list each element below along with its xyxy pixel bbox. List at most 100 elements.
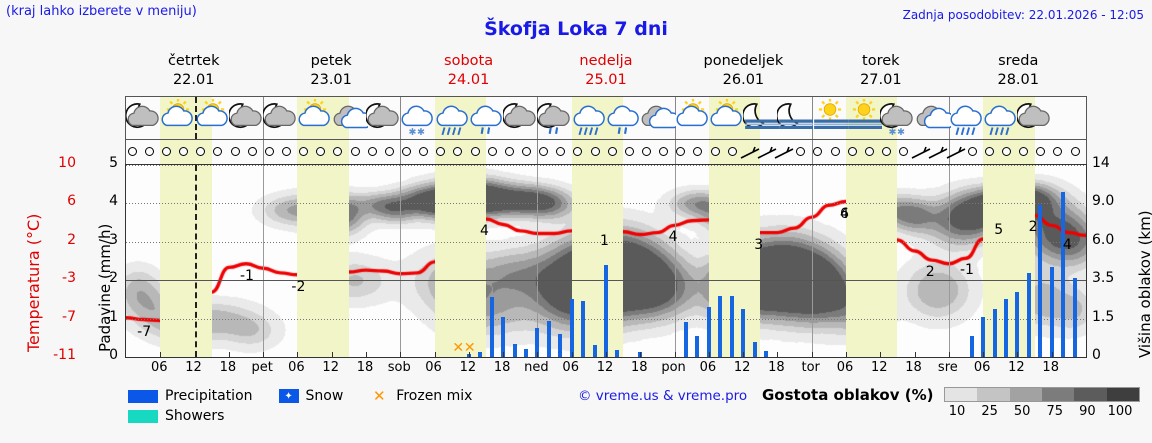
cloud-icon [332, 99, 368, 139]
x-tick-label: 12 [596, 360, 614, 375]
wind-calm-dot-icon [522, 147, 531, 156]
forecast-plot[interactable]: ✕ ✕ -7 -1 -2 4 1 4 3 4 2 6 -1 5 2 4 [125, 164, 1087, 358]
sun-cloud-icon [160, 99, 196, 139]
day-header-ponedeljek: ponedeljek 26.01 [675, 52, 812, 94]
day-date: 22.01 [172, 72, 215, 88]
day-header-sobota: sobota 24.01 [400, 52, 537, 94]
wind-barb-icon [946, 145, 966, 159]
precipitation-bar [524, 349, 528, 357]
x-axis-tick [297, 352, 299, 357]
legend-item-snow: ✦ Snow [278, 388, 343, 404]
moon-fog-icon [743, 99, 780, 139]
cloud-icon [640, 99, 677, 139]
cloud-density-colorbar [944, 387, 1140, 402]
wind-calm-dot-icon [196, 147, 206, 156]
axis-tick-label: 10 [58, 155, 76, 171]
colorbar-segment [1009, 388, 1042, 401]
day-name: petek [310, 53, 352, 69]
daylight-band [160, 165, 212, 357]
precipitation-bar [741, 309, 746, 357]
daylight-band [708, 165, 761, 357]
daylight-band [571, 165, 624, 357]
credit-link[interactable]: © vreme.us & vreme.pro [578, 388, 748, 404]
moon-cloud-drizzle-icon [537, 99, 573, 139]
wind-band [125, 140, 1087, 164]
sun-cloud-icon [195, 99, 231, 139]
wind-calm-dot-icon [796, 147, 806, 156]
day-gridline [948, 165, 950, 357]
moon-fog-icon [777, 99, 814, 139]
temperature-point-label: -2 [291, 278, 306, 295]
precipitation-bar [718, 295, 723, 357]
wind-calm-dot-icon [247, 147, 257, 156]
precipitation-bar [489, 297, 494, 357]
x-axis-tick [400, 352, 402, 357]
cloud-density-title: Gostota oblakov (%) [762, 386, 934, 404]
legend-label-showers: Showers [165, 408, 225, 424]
day-header-petek: petek 23.01 [262, 52, 399, 94]
wind-calm-dot-icon [813, 147, 823, 156]
day-separator [400, 140, 402, 164]
wind-barb-icon [911, 145, 931, 159]
x-axis-tick [914, 352, 916, 357]
x-tick-label: 12 [1008, 360, 1025, 375]
x-axis-tick [948, 352, 950, 357]
day-name: sreda [998, 53, 1039, 69]
wind-calm-dot-icon [967, 147, 977, 156]
wind-calm-dot-icon [144, 147, 154, 156]
precipitation-bar [695, 335, 700, 357]
x-tick-label: 12 [459, 360, 477, 375]
day-name: torek [862, 53, 900, 69]
axis-tick-label: 1 [109, 308, 118, 325]
x-axis-tick [983, 352, 985, 357]
wind-calm-dot-icon [384, 147, 394, 156]
x-axis-tick [366, 352, 367, 357]
x-axis-tick [571, 352, 573, 357]
wind-calm-dot-icon [847, 147, 857, 156]
temperature-point-label: 3 [754, 236, 764, 253]
precipitation-bar [512, 343, 517, 357]
x-axis-tick [777, 352, 779, 357]
colorbar-tick-label: 10 [948, 404, 966, 419]
x-tick-label: 18 [631, 360, 648, 375]
day-header-četrtek: četrtek 22.01 [125, 52, 262, 94]
day-date: 28.01 [997, 72, 1039, 88]
x-tick-label: 06 [836, 360, 854, 375]
x-axis-tick [743, 352, 745, 357]
wind-barb-icon [757, 145, 777, 159]
x-axis-tick [708, 352, 710, 357]
day-separator [400, 97, 402, 139]
wind-calm-dot-icon [299, 147, 309, 156]
day-date: 27.01 [860, 72, 902, 88]
wind-calm-dot-icon [453, 147, 463, 156]
x-tick-label: sob [387, 360, 411, 375]
precipitation-bar [764, 350, 768, 357]
moon-cloud-icon [263, 99, 299, 139]
legend-item-frozen-mix: ✕ Frozen mix [369, 387, 472, 405]
x-tick-label: 12 [871, 360, 888, 375]
daylight-band [983, 165, 1035, 357]
sun-cloud-icon [675, 99, 711, 139]
x-tick-label: pon [661, 360, 686, 375]
sun-cloud-icon [709, 99, 745, 139]
svg-text:✱: ✱ [897, 127, 905, 138]
cloud-rain-icon [435, 99, 471, 139]
axis-tick-label: 1.5 [1092, 308, 1115, 325]
x-tick-label: pet [251, 360, 273, 375]
x-tick-label: tor [801, 360, 820, 375]
precipitation-bar [1026, 272, 1031, 357]
temperature-point-label: 5 [994, 222, 1004, 239]
value-gridline [126, 203, 1086, 205]
precipitation-bar [684, 322, 688, 357]
wind-calm-dot-icon [1036, 147, 1046, 156]
current-time-marker [194, 97, 197, 139]
colorbar-segment [945, 388, 978, 401]
wind-calm-dot-icon [864, 147, 874, 156]
day-date: 25.01 [585, 72, 627, 88]
cloud-height-axis-title: Višina oblakov (km) [1136, 210, 1152, 358]
current-time-marker [194, 165, 197, 357]
x-axis-tick [434, 352, 436, 357]
frozen-mix-icon: ✕ [463, 340, 476, 356]
x-tick-label: 12 [185, 360, 202, 375]
moon-cloud-icon [126, 99, 162, 139]
